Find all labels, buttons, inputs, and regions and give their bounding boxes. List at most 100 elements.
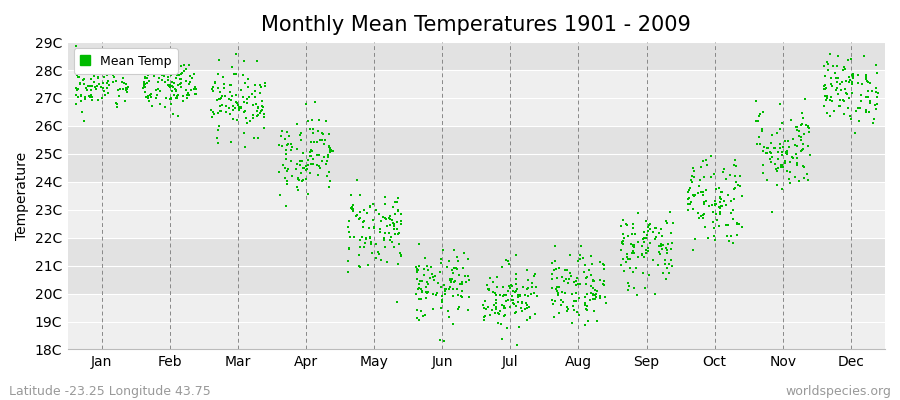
Point [760, 150, 774, 156]
Point [106, 79, 121, 85]
Point [573, 281, 588, 287]
Point [845, 75, 859, 82]
Point [786, 136, 800, 142]
Point [241, 83, 256, 90]
Point [520, 302, 535, 308]
Point [119, 84, 133, 91]
Point [321, 131, 336, 137]
Point [589, 294, 603, 300]
Point [369, 206, 383, 213]
Point [205, 114, 220, 120]
Point [293, 130, 308, 136]
Point [300, 166, 314, 172]
Point [614, 247, 628, 253]
Point [435, 298, 449, 305]
Point [580, 303, 594, 309]
Point [700, 162, 715, 169]
Point [562, 280, 576, 286]
Point [120, 86, 134, 92]
Point [372, 251, 386, 257]
Point [628, 265, 643, 272]
Point [169, 95, 184, 101]
Point [508, 288, 523, 294]
Point [514, 305, 528, 312]
Point [163, 84, 177, 90]
Point [237, 109, 251, 115]
Point [434, 256, 448, 262]
Point [374, 228, 388, 235]
Point [755, 126, 770, 133]
Point [137, 82, 151, 89]
Point [210, 97, 224, 104]
Point [415, 288, 429, 294]
Point [237, 58, 251, 64]
Point [95, 64, 110, 70]
Point [831, 75, 845, 82]
Point [478, 313, 492, 320]
Point [796, 146, 810, 152]
Point [284, 147, 299, 153]
Point [347, 234, 362, 240]
Point [289, 166, 303, 172]
Point [792, 132, 806, 139]
Point [112, 93, 126, 99]
Point [688, 235, 702, 242]
Point [137, 79, 151, 85]
Point [827, 108, 842, 114]
Point [364, 239, 378, 245]
Point [101, 78, 115, 84]
Point [446, 321, 461, 328]
Point [578, 261, 592, 268]
Point [544, 284, 559, 291]
Point [715, 189, 729, 196]
Point [390, 219, 404, 225]
Point [708, 200, 723, 207]
Point [770, 182, 784, 188]
Point [833, 86, 848, 93]
Point [176, 93, 190, 100]
Point [508, 276, 523, 282]
Point [371, 248, 385, 255]
Point [174, 71, 188, 78]
Point [177, 68, 192, 74]
Point [346, 206, 360, 212]
Point [635, 236, 650, 242]
Point [778, 149, 793, 155]
Point [248, 81, 262, 88]
Point [446, 293, 460, 300]
Point [592, 259, 607, 265]
Point [681, 200, 696, 207]
Point [732, 221, 746, 228]
Point [386, 220, 400, 226]
Point [790, 124, 805, 130]
Point [320, 173, 334, 179]
Point [597, 262, 611, 268]
Point [653, 243, 668, 249]
Point [775, 162, 789, 168]
Point [569, 282, 583, 289]
Point [760, 145, 774, 151]
Point [79, 85, 94, 91]
Point [645, 257, 660, 264]
Point [299, 176, 313, 182]
Point [859, 107, 873, 114]
Point [659, 218, 673, 224]
Point [224, 97, 238, 104]
Point [205, 109, 220, 115]
Point [555, 289, 570, 296]
Point [491, 311, 506, 318]
Point [273, 169, 287, 176]
Point [750, 140, 764, 147]
Point [234, 104, 248, 111]
Point [663, 246, 678, 252]
Point [102, 81, 116, 88]
Point [87, 61, 102, 68]
Point [817, 92, 832, 99]
Point [853, 92, 868, 98]
Point [104, 61, 118, 68]
Point [120, 57, 134, 63]
Point [620, 251, 634, 257]
Point [830, 63, 844, 69]
Point [660, 265, 674, 271]
Point [412, 278, 427, 284]
